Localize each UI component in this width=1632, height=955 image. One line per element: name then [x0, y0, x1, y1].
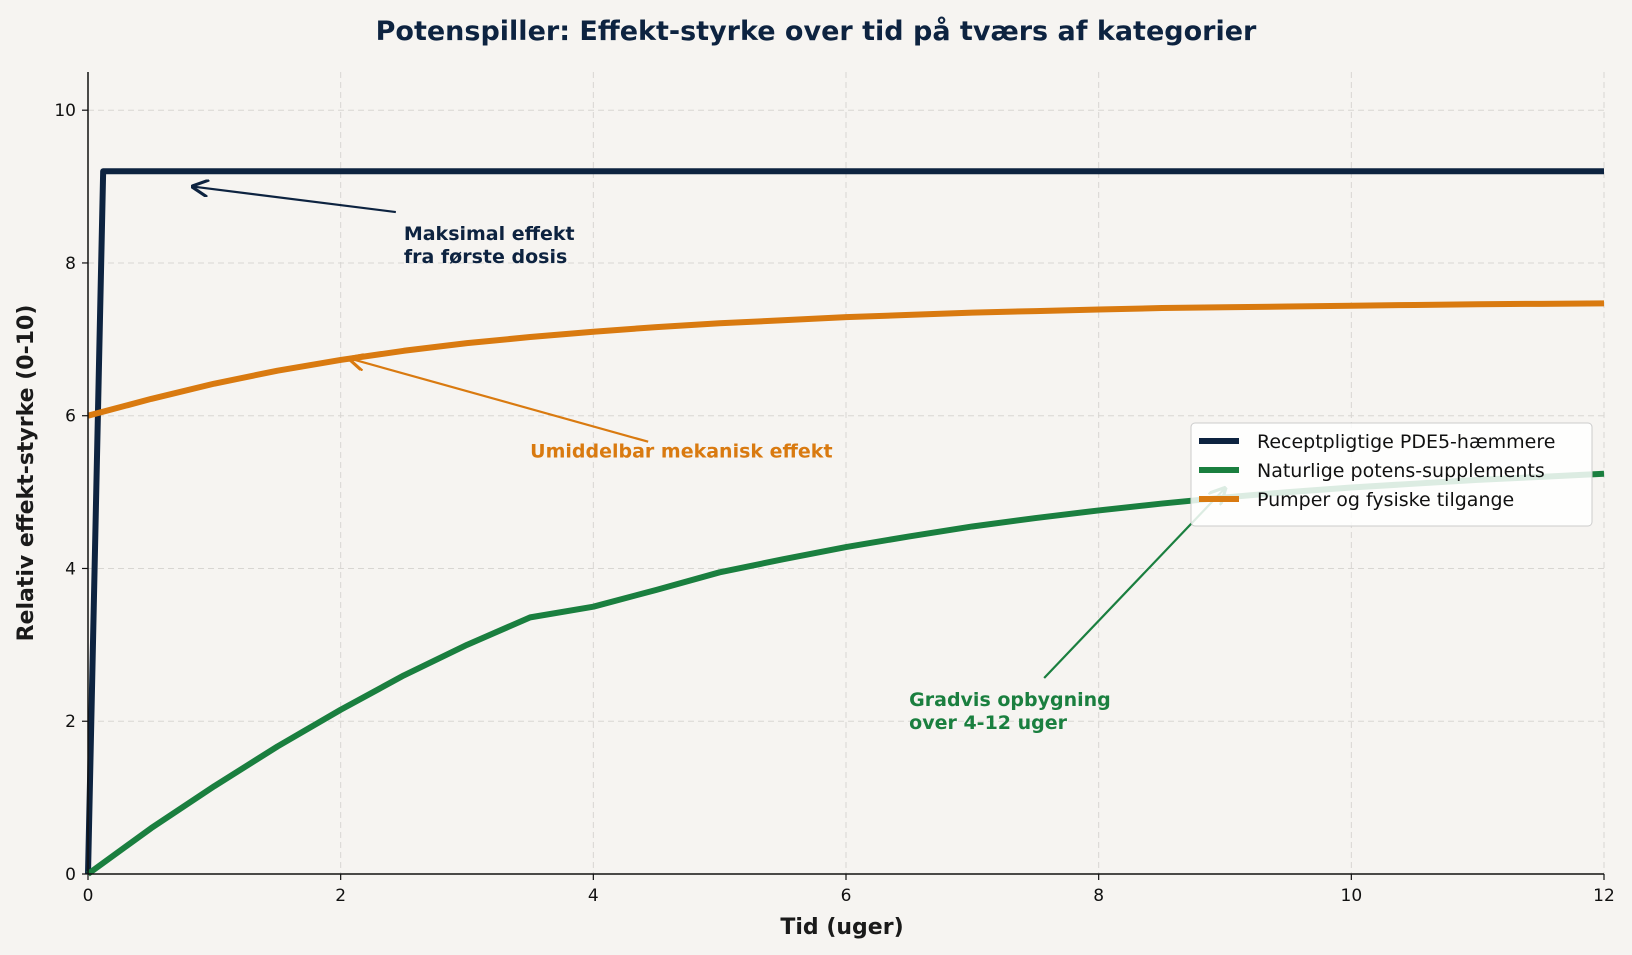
x-tick-label: 12 [1593, 886, 1615, 906]
annotation-mechanical-text: Umiddelbar mekanisk effekt [530, 441, 832, 463]
annotation-max-effect-text: fra første dosis [404, 246, 567, 268]
y-tick-label: 4 [65, 559, 76, 579]
x-tick-label: 8 [1093, 886, 1104, 906]
y-tick-label: 8 [65, 254, 76, 274]
legend-label: Naturlige potens-supplements [1257, 460, 1545, 482]
y-tick-label: 10 [54, 101, 76, 121]
y-tick-label: 2 [65, 712, 76, 732]
y-axis-title: Relativ effekt-styrke (0-10) [14, 305, 39, 642]
annotation-gradual-text: over 4-12 uger [909, 712, 1067, 734]
annotation-gradual-text: Gradvis opbygning [909, 689, 1111, 711]
series-line-pumps [87, 300, 1605, 419]
x-tick-label: 2 [335, 886, 346, 906]
annotation-max-effect-arrow [193, 187, 396, 214]
x-tick-label: 6 [841, 886, 852, 906]
y-tick-label: 0 [65, 865, 76, 885]
legend-box [1190, 422, 1593, 527]
x-tick-label: 10 [1341, 886, 1363, 906]
annotation-mechanical-arrow [350, 358, 649, 443]
axis-layer: 0 2 4 6 8 10 12 0 2 4 6 8 10 [54, 72, 1615, 906]
x-tick-label: 0 [83, 886, 94, 906]
legend-label: Pumper og fysiske tilgange [1257, 489, 1514, 511]
chart-title: Potenspiller: Effekt-styrke over tid på … [376, 15, 1257, 47]
legend-label: Receptpligtige PDE5-hæmmere [1257, 431, 1555, 453]
y-tick-label: 6 [65, 407, 76, 427]
annotation-max-effect-text: Maksimal effekt [404, 223, 575, 245]
x-axis-title: Tid (uger) [780, 915, 903, 940]
series-line-pde5 [85, 168, 1604, 875]
legend: Receptpligtige PDE5-hæmmere Naturlige pot… [1190, 422, 1593, 527]
x-tick-label: 4 [588, 886, 599, 906]
